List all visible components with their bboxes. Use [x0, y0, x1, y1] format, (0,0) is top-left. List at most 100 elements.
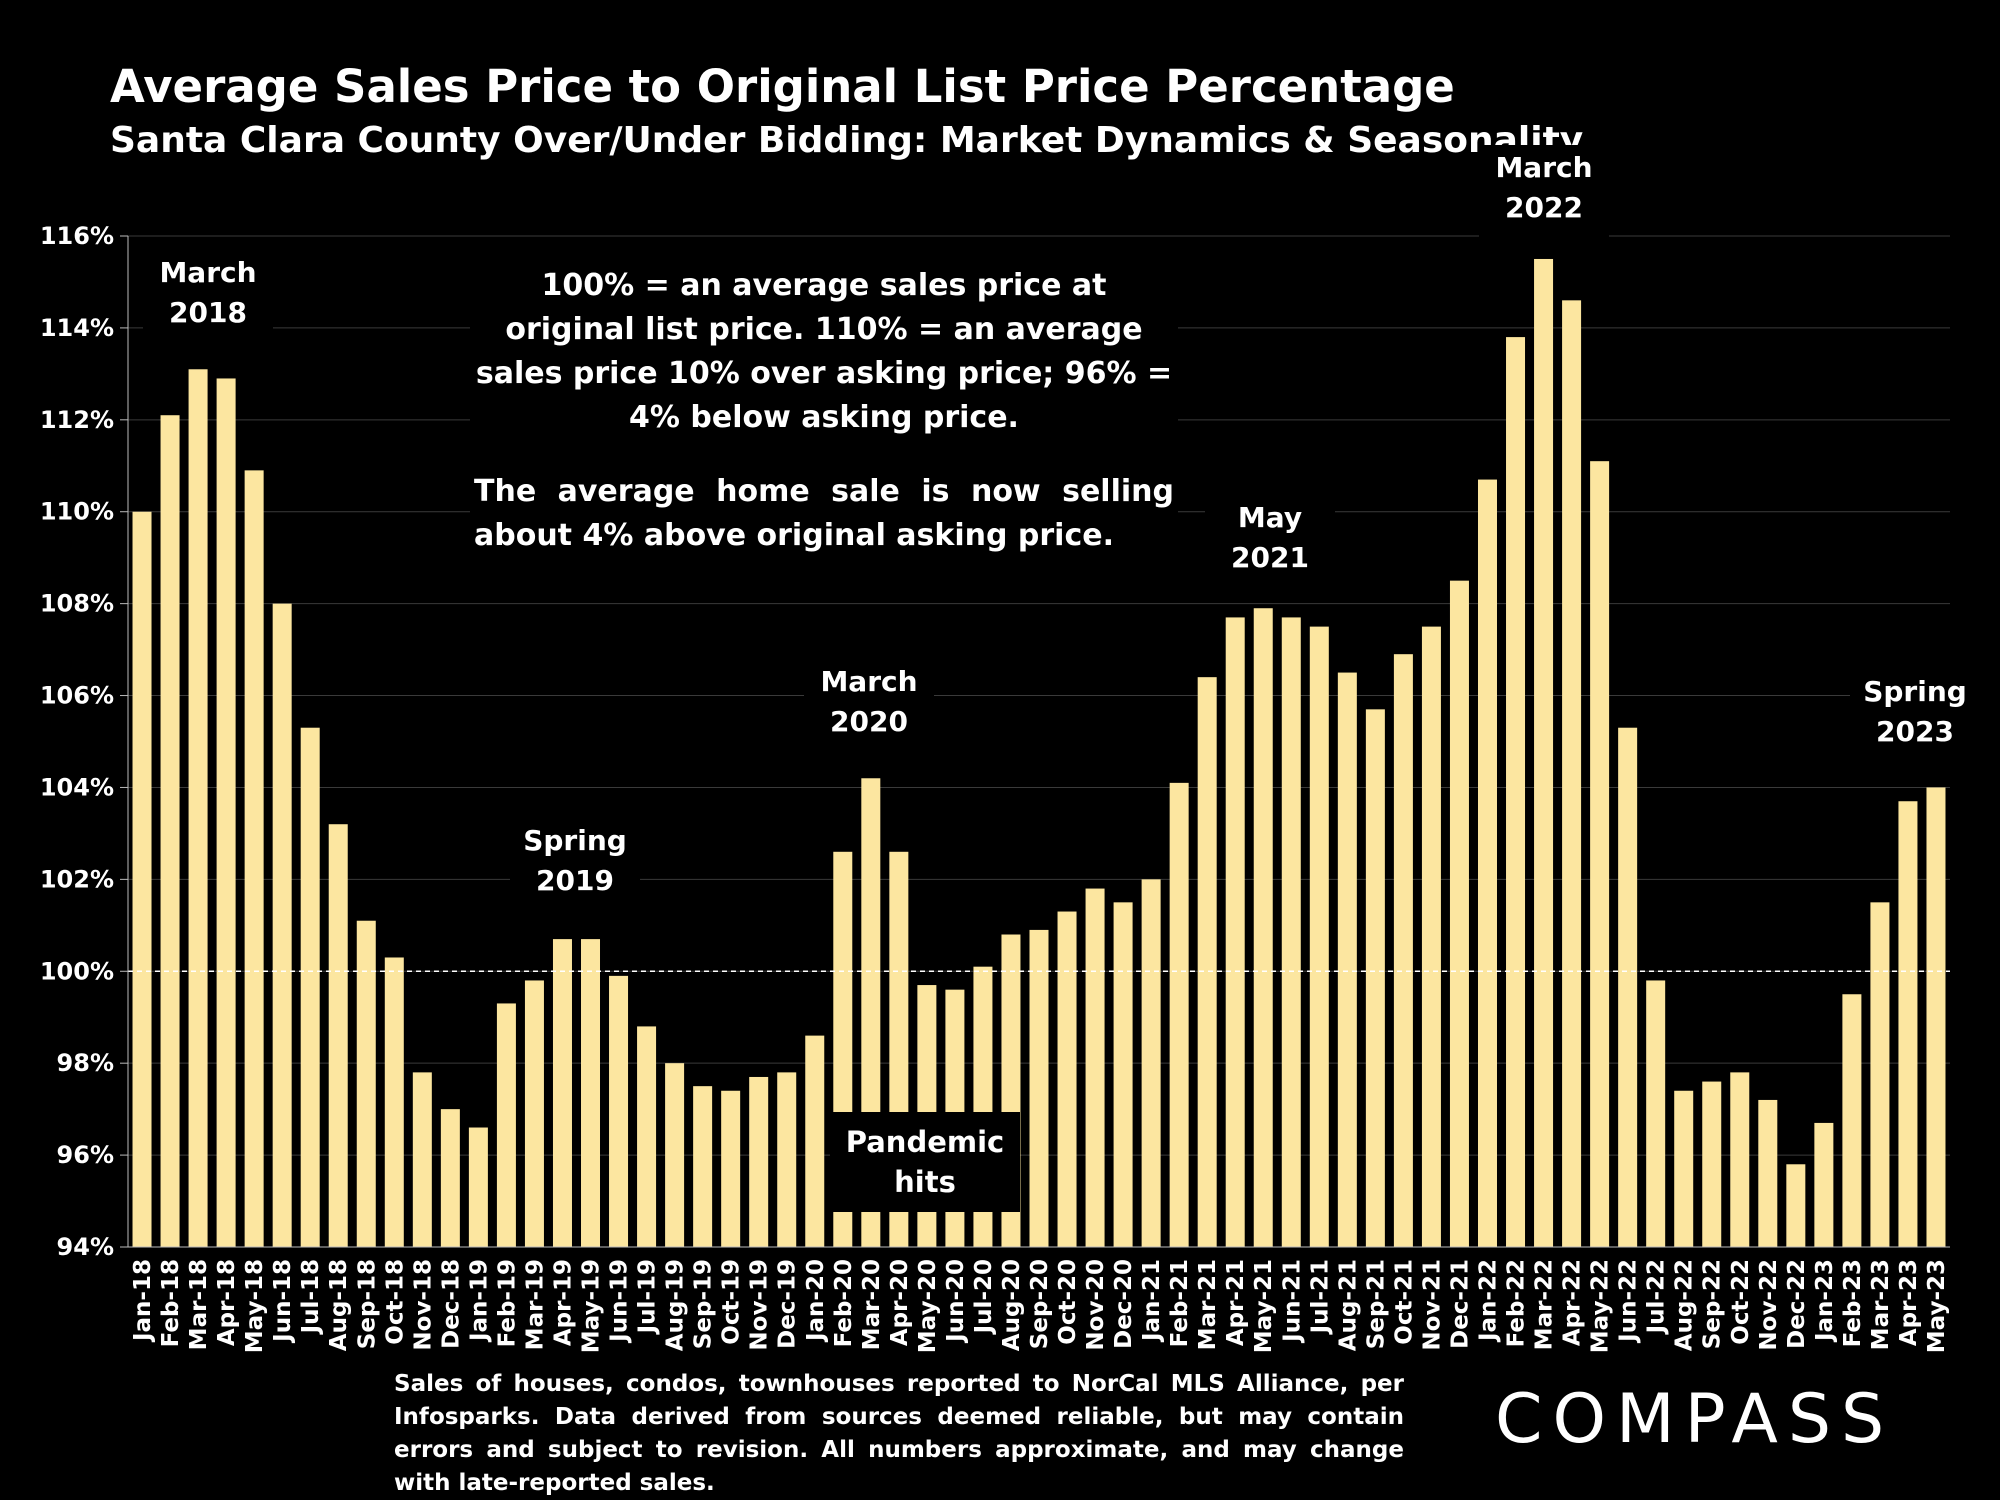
bar — [1365, 709, 1385, 1247]
bar — [1477, 479, 1497, 1247]
annotation-line1: March — [820, 665, 917, 698]
bar — [1898, 801, 1918, 1247]
annotation-line2: 2019 — [536, 864, 614, 897]
x-tick-label: Jan-23 — [1812, 1259, 1838, 1343]
y-axis-ticks: 94% 96% 98% 100% 102% 104% 106% 108% 110% 112% 114… — [40, 222, 1950, 1261]
annotation-backdrop — [143, 250, 273, 342]
x-tick-label: Dec-22 — [1784, 1259, 1810, 1349]
annotation-line2: 2021 — [1231, 541, 1309, 574]
x-tick-label: May-18 — [242, 1259, 268, 1353]
bar — [216, 378, 236, 1247]
x-tick-label: Dec-21 — [1447, 1259, 1473, 1349]
x-tick-label: Mar-20 — [859, 1259, 885, 1350]
bar — [1646, 980, 1666, 1247]
y-tick-label: 116% — [40, 222, 114, 250]
x-tick-label: Oct-22 — [1728, 1259, 1754, 1345]
x-tick-label: Sep-18 — [354, 1259, 380, 1349]
bar — [440, 1109, 460, 1247]
bar — [581, 939, 601, 1247]
bar — [1674, 1090, 1694, 1247]
bar — [1309, 626, 1329, 1247]
annotation-backdrop — [1479, 145, 1609, 237]
x-tick-label: Apr-20 — [887, 1259, 913, 1346]
bar — [805, 1035, 825, 1247]
y-tick-label: 96% — [57, 1141, 114, 1169]
bar — [1029, 929, 1049, 1247]
x-tick-label: Jul-22 — [1644, 1259, 1670, 1335]
bar — [721, 1090, 741, 1247]
x-tick-label: Mar-21 — [1195, 1259, 1221, 1350]
x-tick-label: Apr-19 — [550, 1259, 576, 1346]
x-tick-label: Jul-18 — [298, 1259, 324, 1335]
bar — [1421, 626, 1441, 1247]
y-tick-label: 106% — [40, 682, 114, 710]
x-tick-label: Aug-22 — [1672, 1259, 1698, 1351]
annotation-backdrop — [1850, 669, 1980, 761]
bar — [1842, 994, 1862, 1247]
x-tick-label: May-23 — [1924, 1259, 1950, 1353]
x-axis-ticks: Jan-18 Feb-18 Mar-18 Apr-18 May-18 Jun-18 Jul-… — [130, 1259, 1950, 1353]
bar — [1253, 608, 1273, 1247]
x-tick-label: Sep-22 — [1700, 1259, 1726, 1349]
x-tick-label: Jun-22 — [1616, 1259, 1642, 1344]
y-tick-label: 114% — [40, 314, 114, 342]
annotation-line1: Spring — [523, 824, 627, 857]
y-tick-label: 98% — [57, 1049, 114, 1077]
bar — [637, 1026, 657, 1247]
x-tick-label: Jun-21 — [1279, 1259, 1305, 1344]
x-tick-label: Jan-22 — [1475, 1259, 1501, 1343]
annotation-backdrop — [804, 659, 934, 751]
x-tick-label: Mar-18 — [186, 1259, 212, 1350]
x-tick-label: Dec-18 — [438, 1259, 464, 1349]
x-tick-label: Oct-20 — [1055, 1259, 1081, 1345]
pandemic-line2: hits — [894, 1165, 956, 1199]
bar — [356, 920, 376, 1247]
compass-logo: COMPASS — [1495, 1380, 1895, 1459]
x-tick-label: Mar-22 — [1532, 1259, 1558, 1350]
x-tick-label: Feb-23 — [1840, 1259, 1866, 1347]
bar — [1926, 787, 1946, 1247]
annotation-backdrop — [510, 818, 640, 910]
bar — [188, 369, 208, 1247]
bar — [160, 415, 180, 1247]
bar — [1562, 300, 1582, 1247]
bar — [1169, 782, 1189, 1247]
x-tick-label: Aug-21 — [1335, 1259, 1361, 1351]
x-tick-label: Oct-21 — [1391, 1259, 1417, 1345]
x-tick-label: May-22 — [1588, 1259, 1614, 1353]
bar — [244, 470, 264, 1248]
x-tick-label: Apr-21 — [1223, 1259, 1249, 1346]
bar — [749, 1076, 769, 1247]
bar — [1758, 1099, 1778, 1247]
bar — [1870, 902, 1890, 1247]
bar — [1393, 654, 1413, 1247]
y-tick-label: 112% — [40, 406, 114, 434]
bar — [552, 939, 572, 1247]
pandemic-callout: Pandemic hits — [830, 1112, 1020, 1212]
x-tick-label: Nov-20 — [1083, 1259, 1109, 1351]
x-tick-label: Jul-21 — [1307, 1259, 1333, 1335]
peak-annotations: March 2018 Spring 2019 March 2020 May 2021 March… — [143, 145, 1980, 910]
bar — [1534, 258, 1554, 1247]
x-tick-label: Jul-19 — [635, 1259, 661, 1335]
x-tick-label: Nov-18 — [410, 1259, 436, 1351]
x-tick-label: Oct-18 — [382, 1259, 408, 1345]
bar — [609, 975, 629, 1247]
bar — [1281, 617, 1301, 1247]
x-tick-label: May-21 — [1251, 1259, 1277, 1353]
bar — [1337, 672, 1357, 1247]
x-tick-label: Jan-19 — [466, 1259, 492, 1343]
bar — [1113, 902, 1133, 1247]
bar — [1786, 1164, 1806, 1247]
bar — [1197, 677, 1217, 1247]
bar — [272, 603, 292, 1247]
x-tick-label: Jun-20 — [943, 1259, 969, 1344]
bar — [1618, 727, 1638, 1247]
x-tick-label: Jun-18 — [270, 1259, 296, 1344]
y-tick-label: 94% — [57, 1233, 114, 1261]
bar — [1449, 580, 1469, 1247]
annotation-line1: May — [1238, 501, 1302, 534]
bar — [1590, 461, 1610, 1248]
bar — [468, 1127, 488, 1247]
bars — [128, 258, 1950, 1248]
